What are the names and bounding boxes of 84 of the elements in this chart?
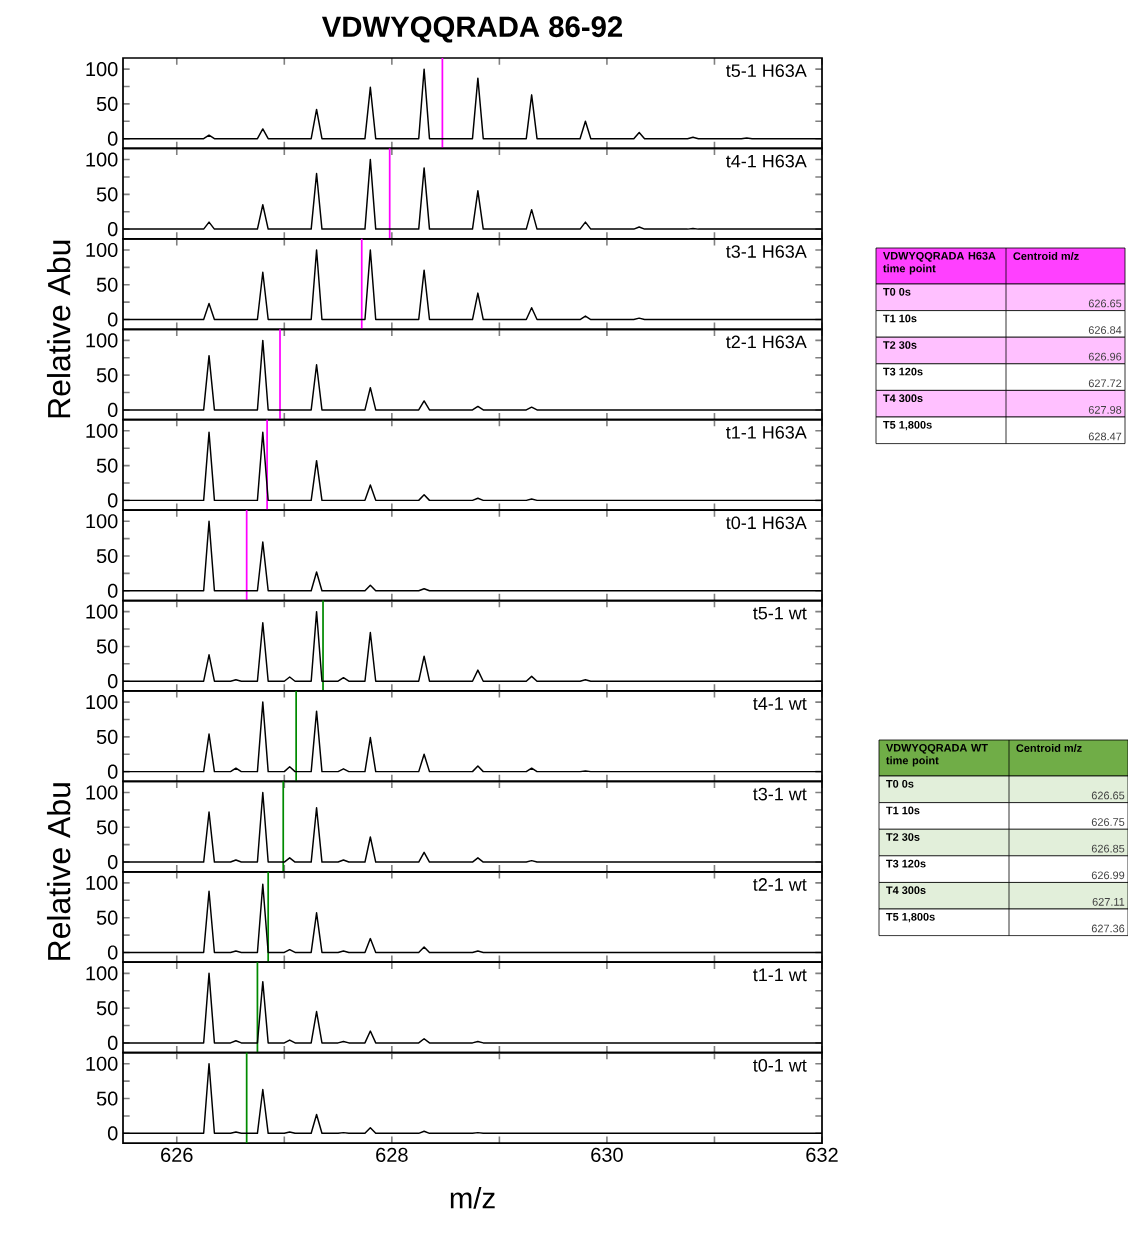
annotation: t4-1 wt (753, 697, 807, 710)
y-tick-label: 0 (107, 131, 118, 146)
category-label: T1 10s (883, 314, 917, 323)
text: Centroid m/z (1013, 251, 1079, 261)
x-axis-title: m/z (450, 1187, 495, 1209)
y-axis-title: Relative Abu (46, 240, 71, 418)
y-tick-label: 50 (96, 820, 118, 835)
data-label: 626.65 (1088, 299, 1122, 308)
y-tick-label: 100 (86, 1056, 118, 1071)
category-label: T3 120s (886, 859, 926, 868)
y-tick-label: 50 (96, 96, 118, 111)
y-tick-label: 100 (86, 604, 118, 619)
data-label: 626.96 (1088, 352, 1122, 361)
y-tick-label: 50 (96, 910, 118, 925)
y-tick-label: 50 (96, 639, 118, 654)
data-label: 627.98 (1088, 406, 1122, 414)
annotation: t3-1 H63A (726, 245, 807, 258)
y-tick-label: 0 (107, 945, 118, 960)
y-tick-label: 100 (86, 875, 118, 890)
data-label: 627.36 (1091, 924, 1125, 933)
x-tick-label: 628 (376, 1147, 408, 1162)
x-tick-label: 626 (161, 1147, 193, 1162)
annotation: t0-1 wt (753, 1058, 807, 1072)
category-label: T3 120s (883, 367, 923, 376)
y-tick-label: 0 (107, 402, 118, 418)
data-label: 628.47 (1088, 432, 1122, 441)
y-tick-label: 0 (107, 493, 118, 508)
annotation: t2-1 wt (753, 878, 807, 891)
y-tick-label: 0 (107, 674, 118, 689)
x-tick-label: 630 (591, 1147, 623, 1162)
y-tick-label: 0 (107, 764, 118, 779)
y-tick-label: 0 (107, 1126, 118, 1141)
text: VDWYQQRADA WT time point (886, 743, 988, 767)
category-label: T5 1,800s (883, 420, 932, 431)
x-tick-label: 632 (806, 1147, 838, 1162)
data-label: 626.85 (1091, 844, 1125, 853)
y-tick-label: 100 (86, 152, 118, 167)
y-tick-label: 100 (86, 62, 118, 77)
y-tick-label: 0 (107, 312, 118, 327)
annotation: t5-1 H63A (726, 64, 807, 78)
y-tick-label: 50 (96, 729, 118, 744)
data-label: 627.11 (1092, 898, 1125, 906)
y-tick-label: 100 (86, 333, 118, 348)
chart-title: VDWYQQRADA 86-92 (321, 16, 623, 43)
text: VDWYQQRADA H63A time point (883, 251, 996, 275)
text: Centroid m/z (1016, 743, 1082, 753)
annotation: t5-1 wt (753, 606, 807, 620)
y-tick-label: 100 (86, 694, 118, 710)
y-axis-title: Relative Abu (46, 783, 71, 960)
y-tick-label: 100 (86, 242, 118, 258)
y-tick-label: 50 (96, 277, 118, 292)
y-tick-label: 100 (86, 423, 118, 438)
data-label: 626.99 (1091, 871, 1125, 880)
category-label: T4 300s (886, 886, 926, 895)
annotation: t4-1 H63A (726, 154, 807, 168)
annotation: t1-1 wt (753, 968, 807, 982)
annotation: t3-1 wt (753, 787, 807, 801)
y-tick-label: 50 (96, 1001, 118, 1016)
y-tick-label: 100 (86, 966, 118, 981)
annotation: t0-1 H63A (726, 516, 807, 530)
category-label: T0 0s (886, 779, 914, 788)
annotation: t2-1 H63A (726, 335, 807, 349)
y-tick-label: 50 (96, 187, 118, 202)
data-label: 626.65 (1091, 791, 1125, 800)
y-tick-label: 50 (96, 548, 118, 564)
category-label: T0 0s (883, 287, 911, 296)
category-label: T2 30s (886, 833, 920, 841)
y-tick-label: 0 (107, 1035, 118, 1050)
y-tick-label: 0 (107, 222, 118, 237)
y-tick-label: 0 (107, 583, 118, 598)
data-label: 627.72 (1088, 379, 1122, 388)
data-label: 626.84 (1088, 326, 1122, 334)
category-label: T2 30s (883, 341, 917, 349)
y-tick-label: 50 (96, 1091, 118, 1106)
y-tick-label: 0 (107, 854, 118, 870)
category-label: T4 300s (883, 394, 923, 403)
y-tick-label: 50 (96, 458, 118, 473)
y-tick-label: 100 (86, 785, 118, 800)
category-label: T5 1,800s (886, 912, 935, 923)
annotation: t1-1 H63A (726, 425, 807, 439)
y-tick-label: 50 (96, 368, 118, 383)
category-label: T1 10s (886, 806, 920, 815)
y-tick-label: 100 (86, 514, 118, 529)
data-label: 626.75 (1091, 818, 1125, 826)
